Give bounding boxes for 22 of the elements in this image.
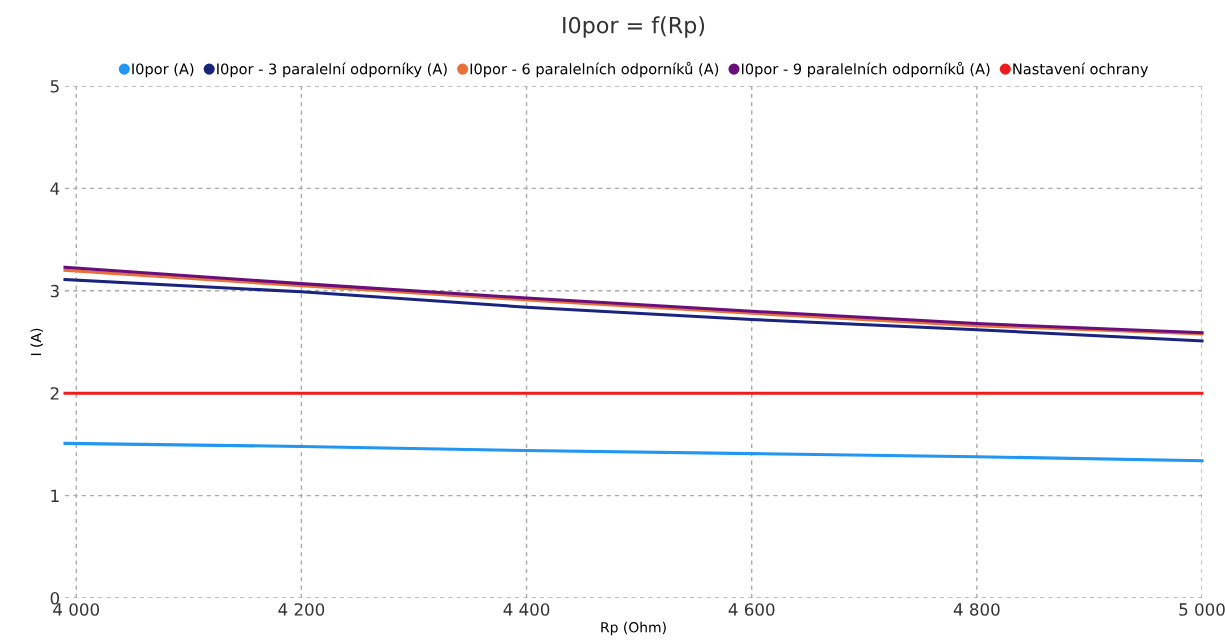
y-tick-label: 5 xyxy=(50,80,59,93)
x-axis-title: Rp (Ohm) xyxy=(601,621,666,636)
line-series xyxy=(63,441,1204,463)
y-tick-label: 1 xyxy=(51,489,59,502)
x-tick-label: 4 000 xyxy=(53,603,100,616)
x-tick-label: 4 600 xyxy=(728,603,775,616)
y-tick-label: 0 xyxy=(50,591,60,605)
legend-label: I0por - 6 paralelních odporníků (A) xyxy=(470,61,719,78)
legend-label: I0por - 3 paralelní odporníky (A) xyxy=(217,62,447,78)
x-tick-label: 4 200 xyxy=(278,603,325,616)
x-tick-label: 4 800 xyxy=(953,603,1000,616)
y-tick-label: 3 xyxy=(50,284,59,298)
legend-label: I0por (A) xyxy=(132,63,194,78)
x-tick-label: 5 000 xyxy=(1179,603,1225,616)
y-tick-label: 2 xyxy=(50,387,59,400)
chart-title: I0por = f(Rp) xyxy=(563,16,705,38)
line-series xyxy=(63,278,1204,343)
legend-label: I0por - 9 paralelních odporníků (A) xyxy=(741,61,990,78)
x-tick-label: 4 400 xyxy=(503,603,550,616)
legend-label: Nastavení ochrany xyxy=(1013,62,1149,78)
y-tick-label: 4 xyxy=(50,182,60,195)
y-axis-title: I (A) xyxy=(30,328,43,356)
